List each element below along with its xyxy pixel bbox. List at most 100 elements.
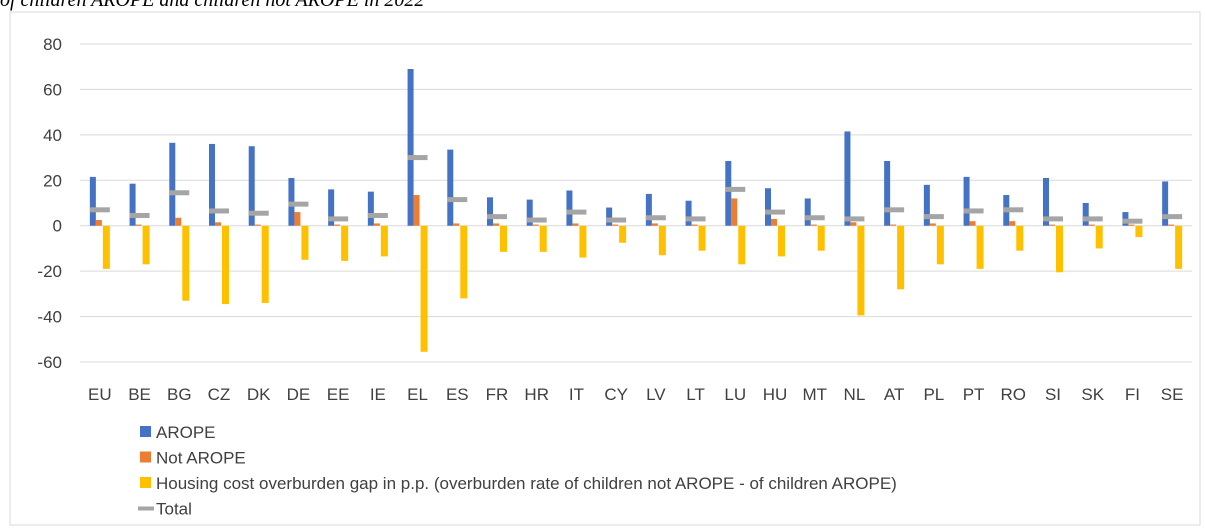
x-tick-label: SK: [1081, 385, 1104, 404]
bar: [254, 224, 261, 226]
x-tick-label: HR: [524, 385, 549, 404]
x-tick-label: FI: [1125, 385, 1140, 404]
total-marker: [884, 207, 905, 213]
x-tick-label: FR: [486, 385, 509, 404]
legend-label: Total: [156, 500, 192, 519]
bar: [572, 223, 579, 226]
legend-swatch: [140, 451, 151, 463]
legend-swatch: [138, 506, 154, 511]
bar: [698, 225, 706, 251]
total-marker: [1082, 216, 1103, 222]
total-marker: [288, 201, 309, 207]
bar: [129, 183, 136, 226]
bar: [890, 224, 897, 226]
y-tick-label: 20: [43, 171, 62, 190]
bar: [539, 225, 547, 252]
legend-label: Not AROPE: [156, 449, 246, 468]
x-tick-label: ES: [446, 385, 469, 404]
bar: [685, 200, 692, 226]
x-tick-label: SE: [1161, 385, 1184, 404]
bar: [645, 193, 652, 226]
bar: [897, 225, 905, 290]
bar: [765, 188, 771, 226]
x-tick-label: IE: [370, 385, 386, 404]
bar: [209, 143, 215, 226]
x-tick-label: MT: [802, 385, 827, 404]
bar: [884, 160, 891, 226]
y-tick-label: -40: [37, 308, 62, 327]
bar: [817, 225, 825, 251]
bar: [923, 184, 930, 226]
bar: [969, 221, 976, 226]
bar: [341, 225, 349, 261]
bar: [407, 68, 414, 226]
bar: [1162, 181, 1169, 226]
bar: [413, 195, 420, 226]
bar: [334, 224, 341, 226]
total-marker: [566, 209, 587, 215]
total-marker: [606, 217, 627, 223]
bar: [526, 199, 533, 226]
bar: [1016, 225, 1024, 251]
bar: [215, 222, 221, 226]
bar: [420, 225, 428, 352]
bar: [294, 212, 301, 226]
bar: [102, 225, 110, 269]
bar: [844, 131, 851, 226]
bar: [771, 218, 777, 226]
x-tick-label: RO: [1001, 385, 1027, 404]
x-tick-label: LU: [724, 385, 746, 404]
total-marker: [367, 212, 388, 218]
bar: [95, 220, 102, 226]
total-marker: [447, 197, 468, 203]
y-tick-label: -20: [37, 262, 62, 281]
total-marker: [407, 155, 428, 161]
x-tick-label: SI: [1045, 385, 1061, 404]
x-tick-label: EU: [88, 385, 112, 404]
bar: [1088, 224, 1095, 226]
x-tick-label: BE: [128, 385, 151, 404]
bar: [1082, 203, 1089, 226]
bar: [261, 225, 269, 303]
x-tick-label: BG: [167, 385, 192, 404]
bar: [963, 176, 970, 226]
bar: [804, 198, 811, 226]
total-marker: [685, 216, 706, 222]
bar: [1135, 225, 1143, 238]
bar: [135, 224, 142, 226]
bar: [850, 222, 857, 226]
y-tick-label: 40: [43, 126, 62, 145]
x-tick-label: CZ: [208, 385, 231, 404]
bar: [460, 225, 468, 299]
bar: [725, 160, 732, 226]
x-tick-label: PL: [923, 385, 944, 404]
bar: [936, 225, 944, 265]
legend-swatch: [140, 477, 151, 488]
total-marker: [923, 214, 944, 220]
y-tick-label: -60: [37, 353, 62, 372]
bar: [500, 225, 507, 252]
total-marker: [89, 207, 110, 213]
x-tick-label: AT: [884, 385, 904, 404]
bar: [857, 225, 865, 316]
x-tick-label: LT: [686, 385, 705, 404]
bar: [810, 224, 817, 226]
bar: [169, 142, 176, 226]
total-marker: [1003, 207, 1024, 213]
x-tick-label: HU: [763, 385, 788, 404]
bar: [612, 224, 619, 226]
x-tick-label: PT: [963, 385, 985, 404]
bar: [222, 225, 229, 305]
bar: [493, 223, 499, 226]
bar: [182, 225, 190, 301]
y-tick-label: 80: [43, 35, 62, 54]
x-tick-label: CY: [604, 385, 628, 404]
bar: [579, 225, 587, 258]
bar: [380, 225, 388, 257]
bar: [487, 197, 493, 226]
total-marker: [765, 209, 785, 215]
total-marker: [1162, 214, 1183, 220]
bar: [301, 225, 309, 260]
total-marker: [1122, 218, 1143, 224]
